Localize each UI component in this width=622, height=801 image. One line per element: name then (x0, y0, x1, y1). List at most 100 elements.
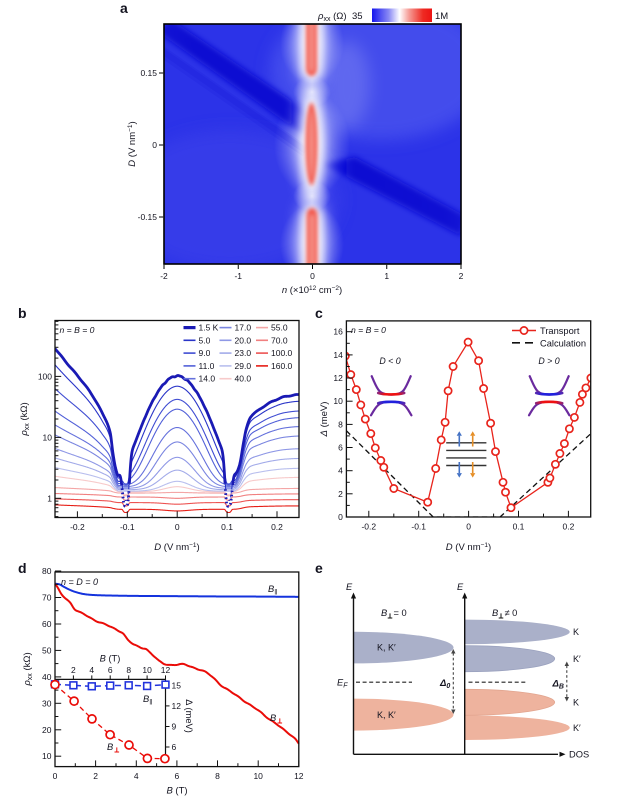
svg-text:Δ (meV): Δ (meV) (319, 402, 330, 438)
svg-text:d: d (18, 560, 27, 576)
svg-text:≠ 0: ≠ 0 (505, 608, 518, 618)
svg-text:B‖: B‖ (143, 694, 152, 707)
svg-text:1: 1 (47, 493, 52, 503)
svg-text:11.0: 11.0 (199, 361, 215, 371)
svg-text:B: B (381, 608, 387, 618)
svg-text:-0.2: -0.2 (70, 522, 85, 532)
svg-text:K′: K′ (573, 654, 581, 664)
svg-text:8: 8 (338, 419, 343, 429)
svg-text:55.0: 55.0 (271, 323, 288, 333)
svg-text:10: 10 (42, 751, 52, 761)
svg-text:K, K′: K, K′ (377, 643, 396, 653)
svg-text:2: 2 (338, 489, 343, 499)
svg-text:1.5 K: 1.5 K (199, 323, 219, 333)
svg-text:80: 80 (42, 566, 52, 576)
svg-text:-0.15: -0.15 (138, 212, 158, 222)
svg-text:0.15: 0.15 (140, 68, 157, 78)
svg-text:100.0: 100.0 (271, 348, 293, 358)
svg-text:-0.1: -0.1 (120, 522, 135, 532)
svg-text:Transport: Transport (540, 326, 580, 336)
svg-text:n = D = 0: n = D = 0 (61, 577, 98, 587)
svg-text:12: 12 (294, 771, 304, 781)
svg-text:ρxx (kΩ): ρxx (kΩ) (19, 402, 31, 436)
svg-text:e: e (315, 560, 323, 576)
svg-text:K: K (573, 627, 579, 637)
svg-text:10: 10 (253, 771, 263, 781)
svg-text:-1: -1 (234, 271, 242, 281)
svg-text:160.0: 160.0 (271, 361, 293, 371)
svg-text:0: 0 (53, 771, 58, 781)
svg-text:D < 0: D < 0 (379, 356, 400, 366)
svg-text:60: 60 (42, 619, 52, 629)
svg-text:30: 30 (42, 698, 52, 708)
svg-text:15: 15 (172, 680, 182, 690)
svg-text:20: 20 (42, 725, 52, 735)
svg-text:B (T): B (T) (100, 654, 121, 664)
svg-text:c: c (315, 305, 323, 321)
svg-text:1: 1 (384, 271, 389, 281)
svg-text:B: B (270, 713, 276, 723)
svg-text:14.0: 14.0 (199, 374, 216, 384)
svg-text:0.2: 0.2 (271, 522, 283, 532)
svg-text:D (V nm−1): D (V nm−1) (154, 542, 199, 553)
svg-text:4: 4 (338, 466, 343, 476)
svg-text:70.0: 70.0 (271, 335, 288, 345)
svg-text:10: 10 (142, 665, 152, 675)
svg-text:6: 6 (172, 742, 177, 752)
svg-text:B: B (492, 608, 498, 618)
svg-text:B‖: B‖ (268, 584, 277, 597)
svg-text:Δ (meV): Δ (meV) (184, 699, 194, 733)
svg-text:a: a (120, 0, 128, 16)
svg-text:2: 2 (93, 771, 98, 781)
svg-text:K, K′: K, K′ (377, 710, 396, 720)
svg-text:B (T): B (T) (166, 786, 187, 797)
svg-text:8: 8 (215, 771, 220, 781)
svg-text:6: 6 (175, 771, 180, 781)
svg-text:EF: EF (337, 678, 348, 690)
svg-text:23.0: 23.0 (235, 348, 252, 358)
svg-text:14: 14 (333, 350, 343, 360)
svg-text:2: 2 (459, 271, 464, 281)
svg-text:17.0: 17.0 (235, 323, 252, 333)
svg-text:4: 4 (134, 771, 139, 781)
svg-text:B: B (107, 742, 113, 752)
svg-text:0: 0 (310, 271, 315, 281)
svg-text:D (V nm−1): D (V nm−1) (446, 542, 491, 553)
svg-text:50: 50 (42, 645, 52, 655)
svg-text:12: 12 (172, 701, 182, 711)
svg-text:K′: K′ (573, 723, 581, 733)
svg-text:6: 6 (338, 443, 343, 453)
svg-text:0: 0 (338, 512, 343, 522)
svg-text:Δ0: Δ0 (439, 678, 450, 690)
svg-text:8: 8 (126, 665, 131, 675)
svg-text:K: K (573, 698, 579, 708)
svg-text:12: 12 (333, 373, 343, 383)
svg-text:35: 35 (352, 11, 363, 22)
svg-text:9: 9 (172, 722, 177, 732)
svg-text:16: 16 (333, 327, 343, 337)
svg-text:40: 40 (42, 672, 52, 682)
svg-text:4: 4 (89, 665, 94, 675)
svg-text:n (×1012 cm−2): n (×1012 cm−2) (282, 285, 342, 296)
svg-text:29.0: 29.0 (235, 361, 252, 371)
svg-text:12: 12 (161, 665, 171, 675)
svg-text:n = B = 0: n = B = 0 (60, 325, 95, 335)
svg-text:0: 0 (466, 522, 471, 532)
svg-text:DOS: DOS (569, 750, 589, 760)
svg-text:ρxx (Ω): ρxx (Ω) (317, 11, 347, 23)
svg-text:-0.2: -0.2 (361, 522, 376, 532)
svg-text:5.0: 5.0 (199, 335, 211, 345)
svg-text:-2: -2 (160, 271, 168, 281)
svg-text:9.0: 9.0 (199, 348, 211, 358)
svg-text:6: 6 (108, 665, 113, 675)
svg-text:70: 70 (42, 593, 52, 603)
svg-text:E: E (346, 582, 353, 592)
svg-text:n = B = 0: n = B = 0 (351, 325, 386, 335)
svg-text:20.0: 20.0 (235, 335, 252, 345)
svg-text:E: E (457, 582, 464, 592)
svg-text:2: 2 (71, 665, 76, 675)
svg-text:D > 0: D > 0 (538, 356, 559, 366)
svg-text:0.2: 0.2 (562, 522, 574, 532)
svg-text:D (V nm−1): D (V nm−1) (127, 121, 138, 166)
svg-text:b: b (18, 305, 27, 321)
